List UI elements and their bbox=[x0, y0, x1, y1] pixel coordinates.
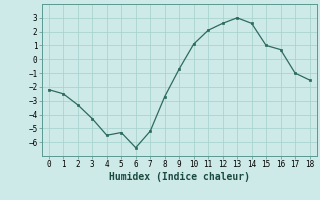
X-axis label: Humidex (Indice chaleur): Humidex (Indice chaleur) bbox=[109, 172, 250, 182]
